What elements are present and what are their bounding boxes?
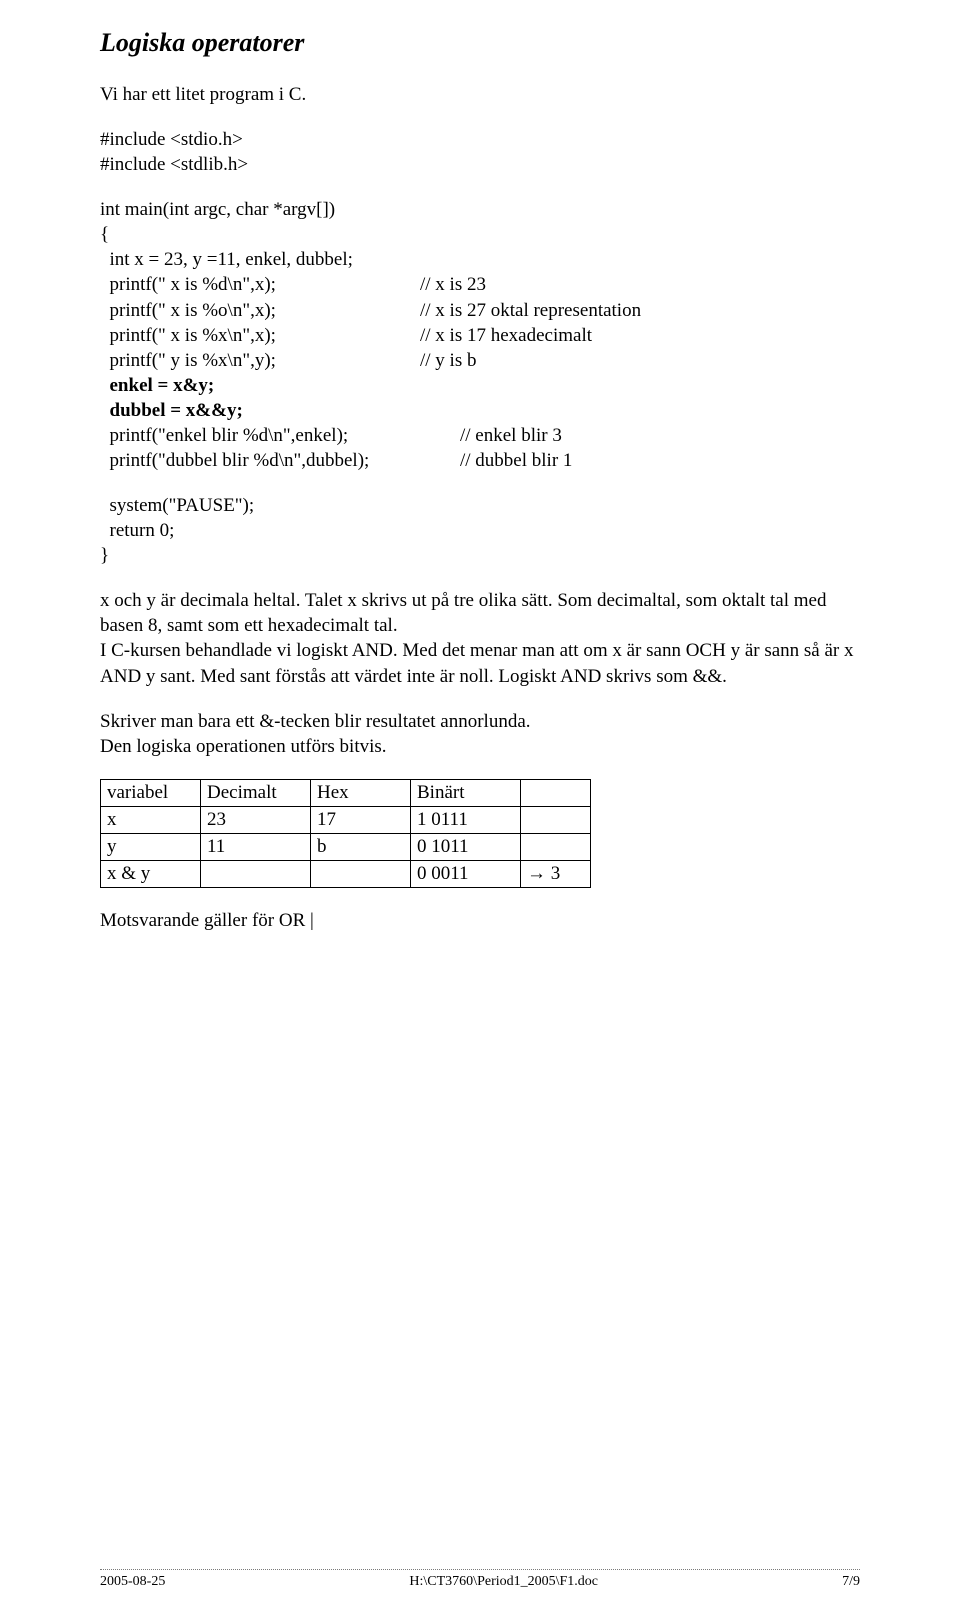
- footer-row: 2005-08-25 H:\CT3760\Period1_2005\F1.doc…: [100, 1574, 860, 1590]
- code-comment: // x is 27 oktal representation: [420, 298, 641, 323]
- code-line: }: [100, 545, 109, 566]
- table-row: x & y 0 0011 → 3: [101, 860, 591, 887]
- code-line: int x = 23, y =11, enkel, dubbel;: [100, 249, 353, 270]
- para3b-text: Den logiska operationen utförs bitvis.: [100, 736, 387, 757]
- code-tail: system("PAUSE"); return 0; }: [100, 493, 860, 568]
- code-line: #include <stdlib.h>: [100, 154, 248, 175]
- table-cell: y: [101, 833, 201, 860]
- table-header: variabel: [101, 779, 201, 806]
- code-row: printf(" x is %x\n",x);// x is 17 hexade…: [100, 323, 860, 348]
- code-left: printf(" y is %x\n",y);: [100, 348, 420, 373]
- footer-path: H:\CT3760\Period1_2005\F1.doc: [409, 1574, 598, 1590]
- table-cell: 0 1011: [411, 833, 521, 860]
- code-comment: // x is 23: [420, 272, 486, 297]
- code-row: printf(" x is %d\n",x);// x is 23: [100, 272, 860, 297]
- table-cell: [521, 833, 591, 860]
- table-cell: 17: [311, 806, 411, 833]
- paragraph-1: x och y är decimala heltal. Talet x skri…: [100, 588, 860, 688]
- code-row: printf("dubbel blir %d\n",dubbel);// dub…: [100, 448, 860, 473]
- code-left: printf(" x is %x\n",x);: [100, 323, 420, 348]
- code-comment: // dubbel blir 1: [460, 448, 572, 473]
- para1-text: x och y är decimala heltal. Talet x skri…: [100, 590, 826, 636]
- code-comment: // y is b: [420, 348, 476, 373]
- code-bold-line: enkel = x&y;: [100, 375, 214, 396]
- table-cell: → 3: [521, 860, 591, 887]
- document-page: Logiska operatorer Vi har ett litet prog…: [0, 0, 960, 1610]
- table-cell: [201, 860, 311, 887]
- table-header: Binärt: [411, 779, 521, 806]
- footer-date: 2005-08-25: [100, 1574, 165, 1590]
- table-cell: x & y: [101, 860, 201, 887]
- table-cell: 0 0011: [411, 860, 521, 887]
- code-main: int main(int argc, char *argv[]) { int x…: [100, 197, 860, 473]
- code-bold-line: dubbel = x&&y;: [100, 400, 243, 421]
- table-header: Decimalt: [201, 779, 311, 806]
- table-cell: x: [101, 806, 201, 833]
- table-row-header: variabel Decimalt Hex Binärt: [101, 779, 591, 806]
- code-comment: // x is 17 hexadecimalt: [420, 323, 592, 348]
- intro-paragraph: Vi har ett litet program i C.: [100, 82, 860, 107]
- table-header: [521, 779, 591, 806]
- footer-divider: [100, 1569, 860, 1570]
- page-title: Logiska operatorer: [100, 28, 860, 58]
- paragraph-3: Skriver man bara ett &-tecken blir resul…: [100, 709, 860, 759]
- para2-text: I C-kursen behandlade vi logiskt AND. Me…: [100, 640, 854, 686]
- table-row: x 23 17 1 0111: [101, 806, 591, 833]
- code-left: printf("dubbel blir %d\n",dubbel);: [100, 448, 460, 473]
- code-left: printf(" x is %d\n",x);: [100, 272, 420, 297]
- code-line: return 0;: [100, 520, 174, 541]
- table-row: y 11 b 0 1011: [101, 833, 591, 860]
- truth-table: variabel Decimalt Hex Binärt x 23 17 1 0…: [100, 779, 591, 888]
- footer-page: 7/9: [842, 1574, 860, 1590]
- table-cell: 11: [201, 833, 311, 860]
- code-row: printf(" y is %x\n",y);// y is b: [100, 348, 860, 373]
- code-left: printf(" x is %o\n",x);: [100, 298, 420, 323]
- code-row: printf(" x is %o\n",x);// x is 27 oktal …: [100, 298, 860, 323]
- para3a-text: Skriver man bara ett &-tecken blir resul…: [100, 711, 531, 732]
- code-line: int main(int argc, char *argv[]): [100, 199, 335, 220]
- code-row: printf("enkel blir %d\n",enkel);// enkel…: [100, 423, 860, 448]
- code-left: printf("enkel blir %d\n",enkel);: [100, 423, 460, 448]
- table-cell: 23: [201, 806, 311, 833]
- page-footer: 2005-08-25 H:\CT3760\Period1_2005\F1.doc…: [100, 1569, 860, 1590]
- code-line: {: [100, 224, 109, 245]
- table-cell: 1 0111: [411, 806, 521, 833]
- closing-paragraph: Motsvarande gäller för OR |: [100, 908, 860, 933]
- code-comment: // enkel blir 3: [460, 423, 562, 448]
- table-cell: [311, 860, 411, 887]
- code-includes: #include <stdio.h> #include <stdlib.h>: [100, 127, 860, 177]
- table-cell: b: [311, 833, 411, 860]
- code-line: system("PAUSE");: [100, 495, 254, 516]
- table-cell: [521, 806, 591, 833]
- code-line: #include <stdio.h>: [100, 129, 243, 150]
- table-header: Hex: [311, 779, 411, 806]
